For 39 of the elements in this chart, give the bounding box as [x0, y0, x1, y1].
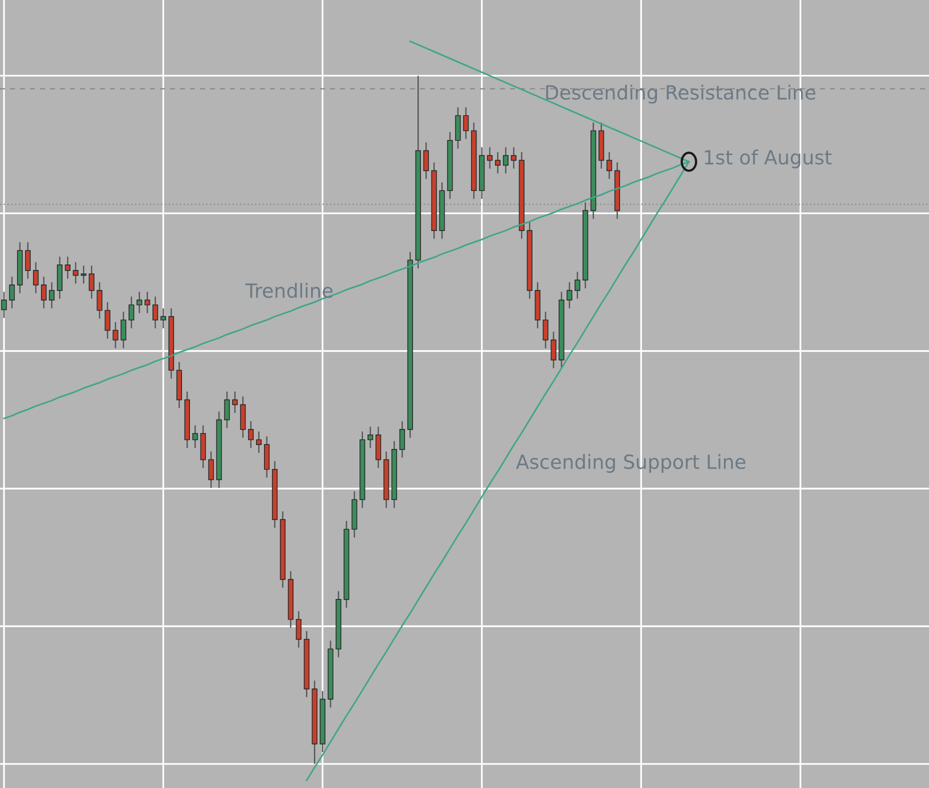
candlestick — [88, 265, 94, 300]
candlestick — [1, 291, 7, 319]
candlestick — [248, 420, 254, 449]
candlestick — [33, 262, 39, 294]
candlestick — [606, 151, 612, 180]
candlestick — [510, 146, 517, 170]
candlestick — [136, 291, 142, 314]
candlestick — [152, 296, 158, 329]
candlestick — [48, 282, 55, 309]
candlestick — [72, 262, 78, 284]
candlestick — [574, 271, 580, 300]
candlestick — [463, 106, 469, 140]
candlestick — [64, 256, 71, 280]
candlestick — [502, 146, 509, 174]
candlestick — [192, 424, 198, 449]
candlestick — [256, 430, 262, 454]
candlestick — [104, 302, 110, 340]
candlestick — [40, 276, 47, 309]
candlestick — [112, 321, 118, 349]
candlestick — [25, 242, 31, 280]
candlestick — [550, 331, 556, 369]
candlestick — [96, 282, 102, 320]
candlestick — [423, 142, 429, 180]
candlestick — [542, 311, 548, 349]
candlestick — [486, 146, 493, 170]
candlestick — [208, 450, 214, 489]
candlestick — [9, 276, 15, 309]
candlestick — [160, 308, 166, 329]
candlestick — [120, 311, 126, 349]
candlestick — [399, 420, 406, 458]
candlestick — [232, 390, 238, 414]
candlestick — [494, 151, 501, 174]
candlestick — [566, 282, 572, 309]
candlestick — [296, 610, 302, 648]
candlestick — [144, 291, 150, 314]
candlestick — [80, 265, 86, 284]
candlestick — [224, 390, 230, 429]
candlestick — [128, 296, 134, 329]
candlestick — [368, 426, 374, 449]
